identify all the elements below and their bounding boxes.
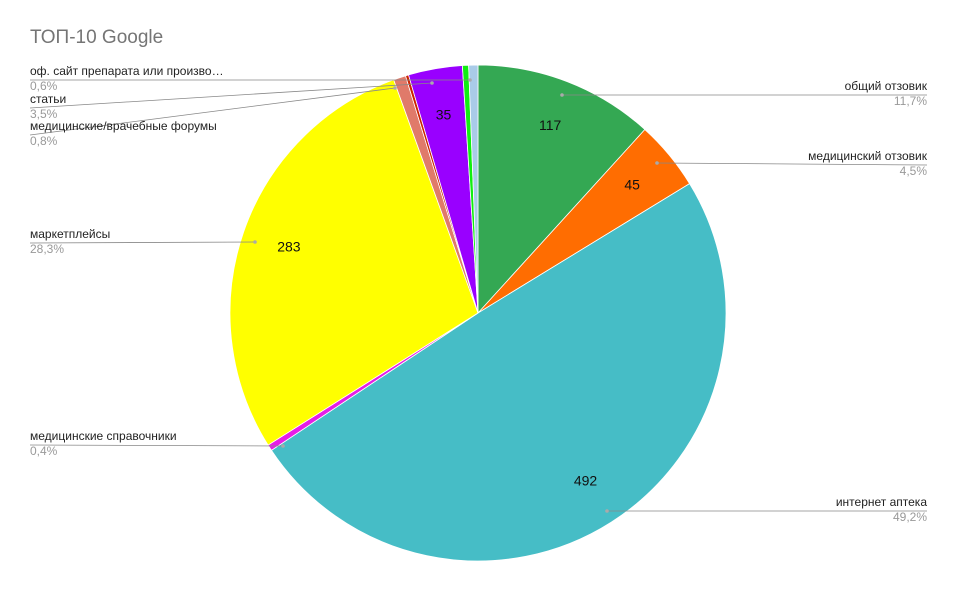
- percent-label: 11,7%: [894, 94, 927, 108]
- leader-dot: [253, 240, 257, 244]
- legend-label: медицинские справочники: [30, 429, 177, 443]
- percent-label: 0,6%: [30, 79, 58, 93]
- leader-dot: [605, 509, 609, 513]
- legend-label: оф. сайт препарата или произво…: [30, 64, 224, 78]
- value-label: 283: [277, 239, 301, 255]
- leader-dot: [393, 86, 397, 90]
- legend-label: медицинский отзовик: [808, 149, 928, 163]
- leader-dot: [560, 93, 564, 97]
- legend-label: статьи: [30, 92, 66, 106]
- percent-label: 3,5%: [30, 107, 58, 121]
- value-label: 492: [574, 472, 598, 488]
- percent-label: 4,5%: [900, 164, 928, 178]
- pie-slice: [229, 79, 479, 446]
- value-label: 35: [436, 107, 452, 123]
- value-label: 45: [624, 176, 640, 192]
- leader-line: [29, 82, 433, 109]
- leader-dot: [281, 444, 285, 448]
- chart-title: ТОП-10 Google: [30, 27, 163, 48]
- leader-dot: [468, 78, 472, 82]
- pie-slice: [468, 64, 479, 314]
- value-label: 117: [539, 117, 562, 133]
- leader-dot: [430, 81, 434, 85]
- leader-dot: [655, 161, 659, 165]
- leader-line: [29, 444, 284, 447]
- percent-label: 0,4%: [30, 444, 58, 458]
- legend-label: медицинские/врачебные форумы: [30, 119, 217, 133]
- pie-slice: [270, 183, 727, 562]
- legend-label: общий отзовик: [845, 79, 928, 93]
- percent-label: 0,8%: [30, 134, 58, 148]
- leader-line: [29, 87, 396, 136]
- leader-line: [29, 241, 256, 244]
- percent-label: 28,3%: [30, 242, 64, 256]
- legend-label: маркетплейсы: [30, 227, 110, 241]
- leader-line: [656, 162, 928, 166]
- percent-label: 49,2%: [893, 510, 927, 524]
- pie-slice: [477, 64, 646, 315]
- legend-label: интернет аптека: [836, 495, 927, 509]
